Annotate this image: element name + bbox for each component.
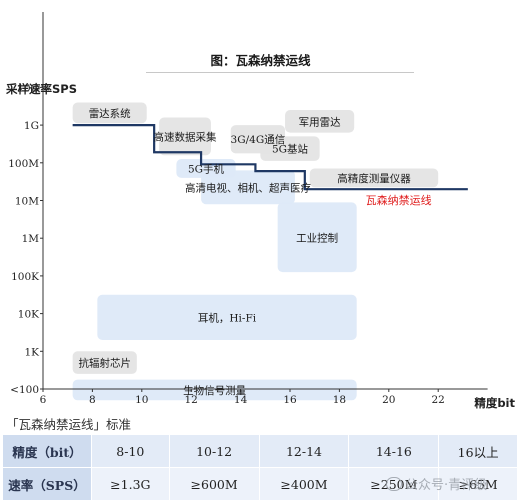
region-label: 抗辐射芯片 bbox=[79, 357, 132, 370]
x-axis-label: 精度bit bbox=[474, 396, 515, 410]
x-tick-label: 10 bbox=[135, 394, 148, 406]
standard-table-title: 「瓦森纳禁运线」标准 bbox=[6, 417, 132, 432]
y-tick-label: 10K bbox=[18, 309, 39, 321]
region-box bbox=[97, 294, 357, 340]
y-axis-label: 采样速率SPS bbox=[5, 82, 77, 96]
region-label: 工业控制 bbox=[296, 231, 338, 244]
region-box bbox=[260, 136, 320, 161]
wechat-icon bbox=[386, 477, 402, 491]
x-tick-label: 20 bbox=[382, 394, 395, 406]
region-label: 高清电视、相机、超声医疗 bbox=[185, 181, 311, 194]
region-box bbox=[285, 110, 355, 133]
watermark: 公众号·青评级 bbox=[386, 474, 487, 493]
x-tick-label: 16 bbox=[283, 394, 297, 406]
x-tick-label: 8 bbox=[89, 394, 96, 406]
title-divider bbox=[146, 72, 414, 73]
y-tick-label: 100M bbox=[8, 158, 39, 170]
x-tick-label: 14 bbox=[234, 394, 248, 406]
region-box bbox=[72, 351, 137, 374]
x-tick-label: 6 bbox=[40, 394, 47, 406]
x-tick-label: 22 bbox=[432, 394, 445, 406]
table-cell: ≥250M bbox=[348, 467, 440, 501]
region-label: 5G基站 bbox=[272, 143, 309, 156]
table-row-precision: 精度（bit） 8-10 10-12 12-14 14-16 16以上 bbox=[2, 434, 518, 468]
y-tick-label: 1M bbox=[22, 233, 40, 245]
region-label: 3G/4G通信 bbox=[231, 134, 286, 146]
table-cell: 8-10 bbox=[91, 434, 170, 468]
region-label: 高精度测量仪器 bbox=[337, 172, 411, 185]
y-tick-label: 100K bbox=[11, 271, 39, 283]
x-tick-label: 12 bbox=[185, 394, 198, 406]
y-tick-label: 1G bbox=[24, 120, 39, 132]
y-tick-label: 1K bbox=[24, 346, 39, 358]
region-label: 雷达系统 bbox=[89, 107, 131, 120]
table-cell: 12-14 bbox=[258, 434, 350, 468]
table-cell: 14-16 bbox=[348, 434, 440, 468]
region-box bbox=[309, 168, 439, 188]
series-layer bbox=[72, 124, 468, 191]
chart-svg: <100 1K 10K 100K 1M 10M 100M 1G 10G 6 8 10 12 14 16 18 2… bbox=[5, 12, 516, 410]
application-regions bbox=[72, 102, 439, 401]
x-tick-label: 18 bbox=[333, 394, 346, 406]
standard-table: 精度（bit） 8-10 10-12 12-14 14-16 16以上 速率（S… bbox=[2, 434, 518, 501]
table-cell: 16以上 bbox=[438, 434, 518, 468]
region-label: 军用雷达 bbox=[299, 116, 341, 128]
axes: <100 1K 10K 100K 1M 10M 100M 1G 10G 6 8 10 12 14 16 18 2… bbox=[5, 12, 516, 410]
y-tick-label: <100 bbox=[10, 384, 39, 396]
row-header-precision: 精度（bit） bbox=[2, 434, 92, 468]
line-legend-label: 瓦森纳禁运线 bbox=[366, 193, 432, 207]
region-box bbox=[72, 379, 357, 401]
region-label: 耳机，Hi-Fi bbox=[198, 311, 257, 324]
table-cell: 10-12 bbox=[168, 434, 260, 468]
row-header-rate: 速率（SPS） bbox=[2, 467, 92, 501]
table-row-rate: 速率（SPS） ≥1.3G ≥600M ≥400M ≥250M ≥65M bbox=[2, 467, 518, 501]
region-label: 生物信号测量 bbox=[183, 384, 246, 397]
wassenaar-line bbox=[72, 124, 468, 191]
table-cell: ≥600M bbox=[168, 467, 260, 501]
table-cell: ≥1.3G bbox=[91, 467, 170, 501]
chart-title: 图：瓦森纳禁运线 bbox=[210, 53, 311, 68]
region-box bbox=[159, 117, 211, 156]
region-label: 高速数据采集 bbox=[154, 130, 217, 143]
region-box bbox=[277, 202, 357, 273]
y-tick-label: 10M bbox=[15, 196, 39, 208]
region-label: 5G手机 bbox=[188, 162, 225, 175]
region-box bbox=[201, 170, 295, 205]
region-box bbox=[72, 102, 147, 124]
table-cell: ≥65M bbox=[438, 467, 518, 501]
watermark-text: 公众号·青评级 bbox=[405, 478, 488, 493]
table-cell: ≥400M bbox=[258, 467, 350, 501]
y-tick-label: 10G bbox=[17, 82, 39, 94]
